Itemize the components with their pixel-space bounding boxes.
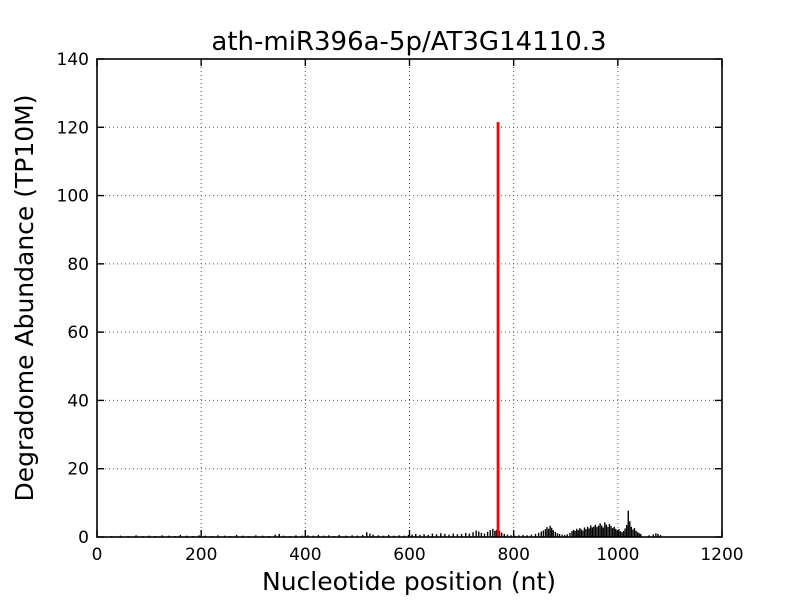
x-tick-label: 800 [497,545,529,565]
x-tick-label: 200 [185,545,217,565]
ticks-layer [96,58,723,538]
x-tick-label: 1000 [596,545,639,565]
y-tick-label: 120 [57,118,89,138]
x-tick-label: 600 [393,545,425,565]
y-tick-label: 60 [67,323,89,343]
chart-title: ath-miR396a-5p/AT3G14110.3 [211,27,606,57]
bars-layer [110,510,662,537]
x-tick-label: 1200 [700,545,743,565]
grid-layer [97,59,722,537]
x-axis-label: Nucleotide position (nt) [262,567,556,596]
y-tick-label: 20 [67,460,89,480]
y-tick-label: 140 [57,50,89,70]
y-tick-label: 0 [78,528,89,548]
plot-frame [96,58,723,538]
tick-labels-layer: 0 200 400 600 800 1000 1200 0 20 40 60 80 100 120 140 [57,50,744,565]
y-tick-label: 80 [67,255,89,275]
y-axis-label: Degradome Abundance (TP10M) [10,95,39,502]
x-tick-label: 400 [289,545,321,565]
y-tick-label: 100 [57,187,89,207]
x-tick-label: 0 [92,545,103,565]
y-tick-label: 40 [67,391,89,411]
